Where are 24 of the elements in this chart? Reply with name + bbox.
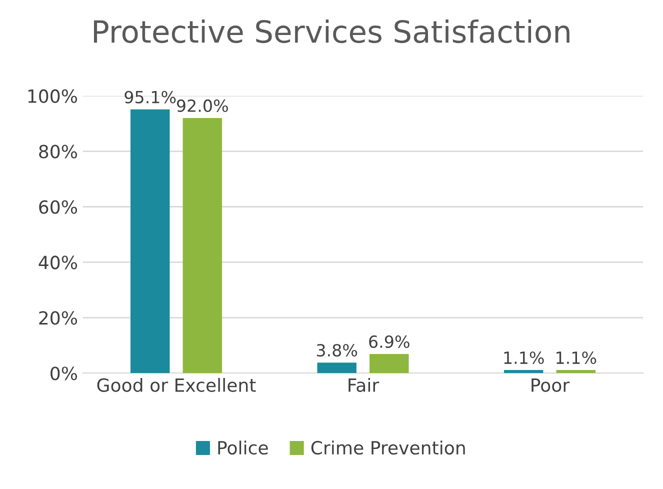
y-tick-label: 20% [39, 311, 78, 325]
bar [370, 354, 409, 374]
x-tick-label: Poor [532, 378, 570, 392]
y-tick-label: 100% [28, 89, 78, 103]
data-label: 3.8% [316, 344, 358, 357]
y-tick-label: 0% [50, 366, 78, 380]
y-tick-label: 80% [39, 144, 78, 158]
chart-title: Protective Services Satisfaction [94, 19, 570, 44]
x-tick-label: Good or Excellent [97, 378, 256, 392]
bar [504, 370, 544, 374]
y-tick-label: 60% [39, 200, 78, 214]
data-label: 1.1% [556, 351, 596, 364]
data-label: 6.9% [369, 335, 410, 348]
data-label: 92.0% [176, 99, 228, 112]
data-label: 95.1% [124, 90, 176, 104]
y-tick-label: 40% [38, 256, 78, 270]
bar [317, 362, 356, 374]
bar [556, 370, 596, 374]
x-tick-label: Fair [348, 378, 380, 392]
legend-label: Police [218, 440, 268, 455]
bar [130, 109, 170, 374]
legend-label: Crime Prevention [311, 440, 465, 455]
bar [182, 118, 222, 374]
data-label: 1.1% [504, 351, 544, 364]
